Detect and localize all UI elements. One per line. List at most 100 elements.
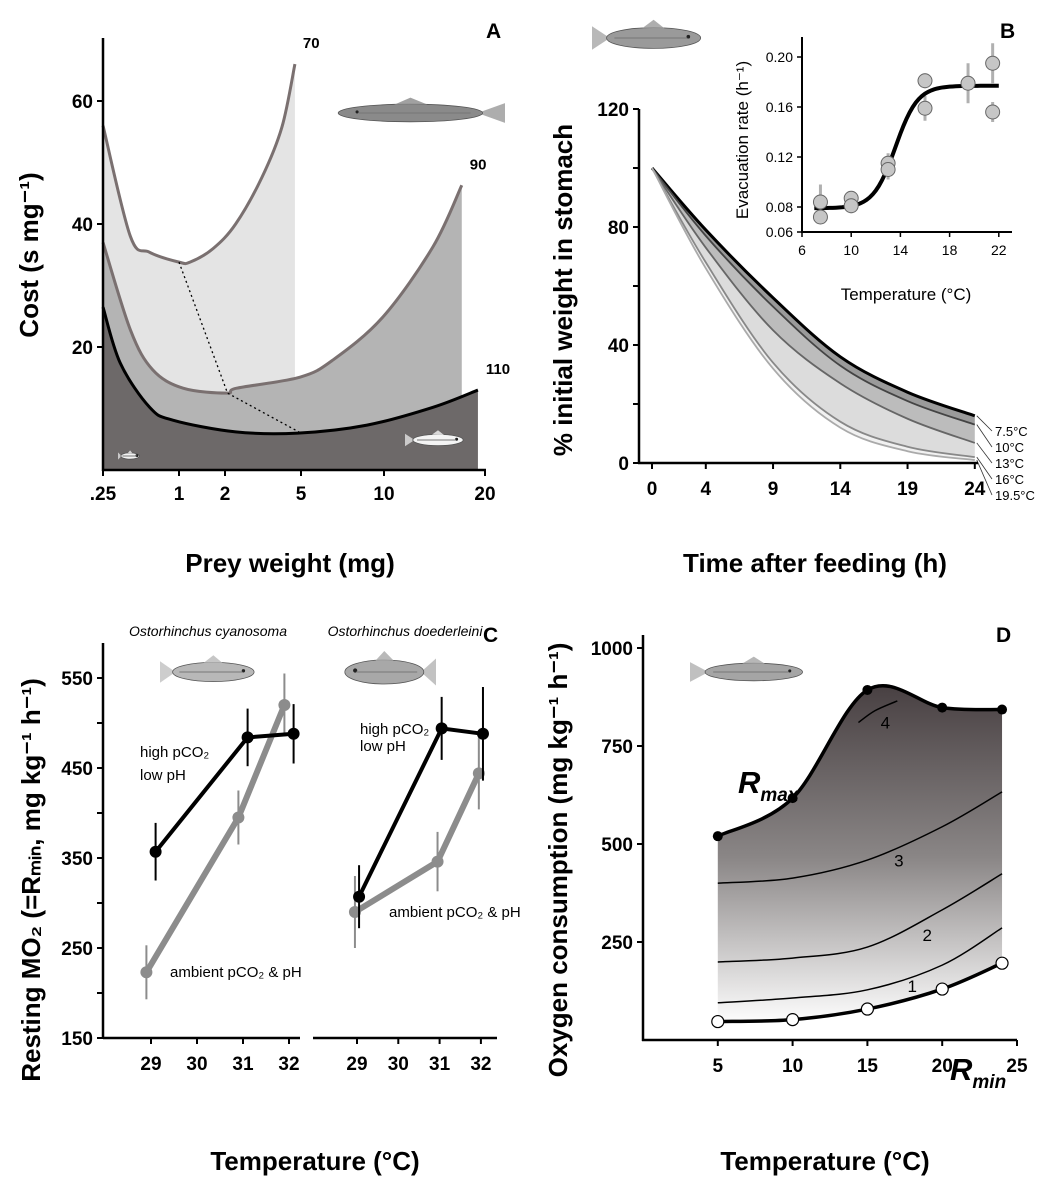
data-point — [843, 198, 859, 214]
x-tick-label: 30 — [388, 1054, 409, 1075]
species-name: Ostorhinchus cyanosoma — [129, 623, 287, 639]
decay-curve — [651, 167, 976, 426]
data-point — [149, 845, 162, 858]
large-shrimp-illustration — [405, 430, 464, 447]
y-tick-label: 0 — [618, 454, 629, 475]
inset-y-axis-title: Evacuation rate (h⁻¹) — [733, 61, 752, 219]
series-label: high pCO₂ — [360, 721, 429, 738]
x-tick-label: 10 — [843, 242, 859, 258]
temperature-label: 13°C — [995, 456, 1024, 471]
series-label: high pCO₂ — [140, 744, 209, 761]
label-leader — [976, 456, 993, 480]
rmax-point — [997, 704, 1008, 715]
panel-letter-c: C — [483, 624, 498, 647]
x-tick-label: 10 — [782, 1056, 803, 1077]
rmin-point — [935, 982, 949, 996]
subplot-1: 29 30 31 32 Ostorhinchus cyanosoma — [103, 623, 300, 1075]
rmin-point — [785, 1013, 800, 1027]
panel-c: 29 30 31 32 Ostorhinchus cyanosoma 29 30 31 32 Os… — [16, 623, 521, 1176]
salmon-fish-illustration — [690, 656, 803, 682]
area-90 — [103, 185, 462, 470]
temperature-label: 7.5°C — [995, 424, 1028, 439]
data-point — [472, 767, 485, 780]
temperature-label: 10°C — [995, 440, 1024, 455]
x-tick-label: .25 — [90, 484, 117, 505]
x-axis-title: Temperature (°C) — [210, 1146, 419, 1176]
decay-curve — [651, 167, 975, 461]
inset-evacuation-rate: 0.06 0.08 0.12 0.16 0.20 6 10 14 18 22 Temperature… — [733, 37, 1012, 304]
x-tick-label: 29 — [140, 1054, 161, 1075]
rmin-point — [995, 956, 1009, 970]
contour-label: 4 — [881, 713, 890, 732]
y-axis-title: Cost (s mg⁻¹) — [14, 172, 44, 337]
y-tick-label: 750 — [601, 737, 633, 758]
x-tick-label: 29 — [346, 1054, 367, 1075]
rmin-point — [860, 1002, 875, 1016]
x-axis-title: Prey weight (mg) — [185, 548, 394, 578]
data-point — [917, 73, 933, 89]
contour-line-4 — [857, 700, 898, 724]
data-point — [431, 855, 444, 868]
series-label: low pH — [140, 767, 186, 784]
contour-line-2 — [717, 873, 1003, 963]
data-point — [476, 727, 489, 740]
label-leader — [976, 424, 993, 448]
optimum-dotted-line — [178, 261, 302, 434]
contour-line-3 — [717, 791, 1003, 884]
area-110 — [103, 307, 478, 470]
x-tick-label: 9 — [768, 479, 779, 500]
logistic-fit-line — [814, 83, 999, 211]
cardinalfish-cyanosoma-illustration — [160, 655, 255, 683]
curve-label: 90 — [470, 156, 487, 173]
decay-curve — [651, 167, 976, 444]
x-tick-label: 20 — [932, 1056, 953, 1077]
x-tick-label: 0 — [647, 479, 658, 500]
x-axis-title: Time after feeding (h) — [683, 548, 947, 578]
panel-letter-a: A — [486, 20, 501, 43]
x-tick-label: 2 — [220, 484, 231, 505]
x-tick-label: 30 — [186, 1054, 207, 1075]
series-line-ambient — [353, 772, 482, 915]
y-tick-label: 0.20 — [766, 49, 793, 65]
data-point — [985, 55, 1001, 71]
temperature-label: 19.5°C — [995, 488, 1035, 503]
y-axis-title: Resting MO₂ (=Rₘᵢₙ, mg kg⁻¹ h⁻¹) — [16, 678, 46, 1082]
data-point — [880, 162, 896, 177]
rmax-label: Rmax — [738, 765, 800, 806]
y-tick-label: 120 — [597, 100, 629, 121]
stickleback-fish-illustration — [337, 97, 505, 123]
species-name: Ostorhinchus doederleini — [328, 623, 484, 639]
x-tick-label: 14 — [830, 479, 852, 500]
y-tick-label: 20 — [72, 338, 93, 359]
inset-x-axis-title: Temperature (°C) — [841, 285, 972, 304]
y-tick-label: 0.12 — [766, 149, 793, 165]
label-leader — [976, 459, 993, 496]
rmax-point — [937, 702, 948, 713]
x-tick-label: 18 — [942, 242, 958, 258]
rmax-curve — [717, 683, 1003, 838]
x-tick-label: 25 — [1006, 1056, 1028, 1077]
x-tick-label: 32 — [470, 1054, 491, 1075]
y-tick-label: 40 — [608, 336, 629, 357]
rmax-point — [787, 793, 798, 804]
y-tick-label: 0.06 — [766, 224, 793, 240]
x-tick-label: 1 — [174, 484, 185, 505]
panel-a: 70 90 110 20 40 60 .25 1 2 5 10 20 Prey weight (mg) C… — [14, 35, 510, 578]
data-point — [232, 811, 245, 824]
curve-90 — [101, 184, 464, 395]
y-tick-label: 500 — [601, 835, 633, 856]
series-label: ambient pCO₂ & pH — [170, 964, 302, 981]
decay-curve — [650, 167, 976, 418]
x-tick-label: 24 — [964, 479, 986, 500]
contour-label: 1 — [908, 977, 917, 996]
x-tick-label: 20 — [474, 484, 495, 505]
band-13°C — [652, 168, 975, 458]
curve-label: 110 — [486, 361, 510, 378]
x-tick-label: 15 — [857, 1056, 879, 1077]
rmin-label: Rmin — [950, 1052, 1006, 1093]
x-tick-label: 6 — [798, 242, 806, 258]
data-point — [812, 194, 828, 210]
x-tick-label: 14 — [893, 242, 909, 258]
series-label: ambient pCO₂ & pH — [389, 904, 521, 921]
